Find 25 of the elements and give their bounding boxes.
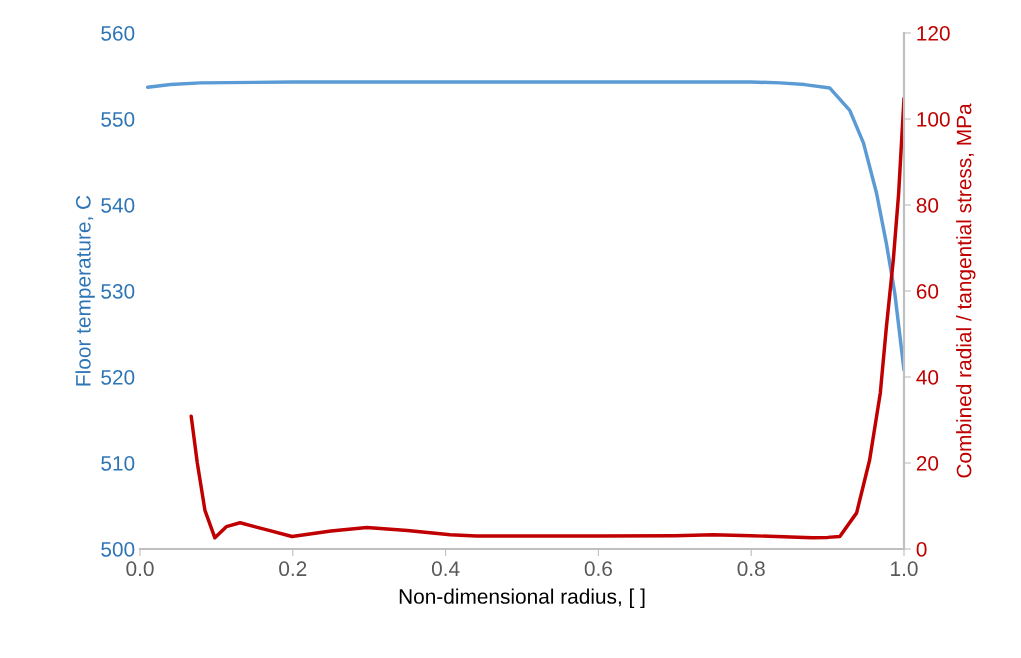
x-tick-label: 1.0 xyxy=(891,561,918,577)
y-axis-title: Floor temperature, C xyxy=(75,195,95,386)
y2-tick-label: 40 xyxy=(916,370,939,385)
x-tick-label: 0.4 xyxy=(431,561,460,577)
y-tick-label: 530 xyxy=(101,284,135,299)
y2-tick-label: 120 xyxy=(917,26,950,41)
y-tick-label: 520 xyxy=(101,370,135,385)
y2-tick-label: 0 xyxy=(916,542,927,557)
y-tick-label: 500 xyxy=(101,542,135,557)
line-series xyxy=(189,96,904,540)
y-tick-label: 560 xyxy=(101,26,135,41)
y2-tick-label: 80 xyxy=(916,198,939,213)
x-tick-label: 0.0 xyxy=(126,561,154,577)
y2-tick-label: 20 xyxy=(916,456,939,471)
y2-axis-title: Combined radial / tangential stress, MPa xyxy=(956,103,976,478)
x-tick-label: 0.8 xyxy=(737,561,765,577)
x-axis-title: Non-dimensional radius, [ ] xyxy=(399,588,645,608)
y-tick-label: 540 xyxy=(101,198,135,213)
y-tick-label: 510 xyxy=(101,456,135,471)
y-tick-label: 550 xyxy=(101,112,135,127)
y2-tick-label: 100 xyxy=(917,112,950,127)
line-series xyxy=(145,80,904,372)
y2-tick-label: 60 xyxy=(916,284,939,299)
x-tick-label: 0.2 xyxy=(279,561,307,577)
x-tick-label: 0.6 xyxy=(584,561,612,577)
